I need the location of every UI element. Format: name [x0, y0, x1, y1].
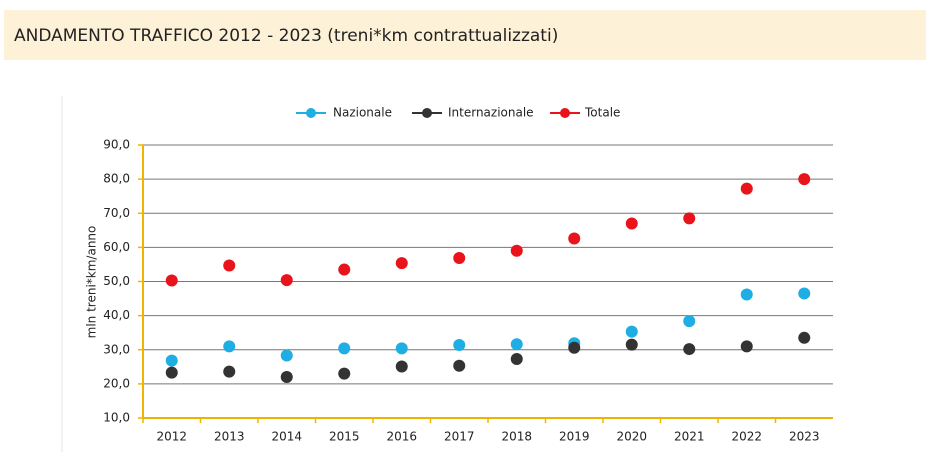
y-tick-label: 60,0 — [103, 240, 130, 254]
y-axis-label: mln treni*km/anno — [85, 226, 99, 339]
y-tick-label: 40,0 — [103, 308, 130, 322]
x-tick-label: 2023 — [789, 430, 820, 444]
y-tick-label: 90,0 — [103, 138, 130, 152]
legend-label: Nazionale — [333, 106, 392, 120]
data-point — [453, 359, 466, 372]
data-point — [798, 331, 811, 344]
data-point — [280, 349, 293, 362]
data-point — [395, 257, 408, 270]
data-point — [740, 288, 753, 301]
data-point — [568, 341, 581, 354]
data-point — [165, 274, 178, 287]
x-tick-label: 2022 — [731, 430, 762, 444]
data-point — [683, 343, 696, 356]
data-point — [223, 340, 236, 353]
data-point — [453, 338, 466, 351]
x-tick-label: 2014 — [271, 430, 302, 444]
legend-label: Internazionale — [448, 106, 534, 120]
x-tick-label: 2016 — [386, 430, 417, 444]
y-tick-label: 70,0 — [103, 206, 130, 220]
data-point — [395, 360, 408, 373]
data-point — [798, 287, 811, 300]
data-point — [510, 244, 523, 257]
legend-marker — [306, 108, 316, 118]
data-point — [280, 371, 293, 384]
x-tick-label: 2018 — [501, 430, 532, 444]
data-point — [338, 342, 351, 355]
data-point — [453, 251, 466, 264]
y-tick-label: 10,0 — [103, 411, 130, 425]
y-tick-label: 50,0 — [103, 274, 130, 288]
data-point — [280, 274, 293, 287]
data-point — [395, 342, 408, 355]
data-point — [223, 259, 236, 272]
data-point — [683, 315, 696, 328]
data-point — [683, 212, 696, 225]
data-point — [223, 365, 236, 378]
legend-marker — [422, 108, 432, 118]
x-tick-label: 2021 — [674, 430, 705, 444]
x-tick-label: 2020 — [616, 430, 647, 444]
data-point — [510, 338, 523, 351]
x-tick-label: 2012 — [156, 430, 187, 444]
data-point — [625, 217, 638, 230]
data-point — [798, 173, 811, 186]
x-tick-label: 2015 — [329, 430, 360, 444]
data-point — [625, 338, 638, 351]
chart-title: ANDAMENTO TRAFFICO 2012 - 2023 (treni*km… — [14, 26, 558, 46]
data-point — [740, 340, 753, 353]
data-point — [165, 354, 178, 367]
data-point — [625, 325, 638, 338]
legend-marker — [560, 108, 570, 118]
title-banner — [4, 10, 926, 60]
data-point — [740, 182, 753, 195]
y-tick-label: 80,0 — [103, 172, 130, 186]
y-tick-label: 20,0 — [103, 376, 130, 390]
y-tick-label: 30,0 — [103, 342, 130, 356]
x-tick-label: 2013 — [214, 430, 245, 444]
x-tick-label: 2019 — [559, 430, 590, 444]
data-point — [338, 263, 351, 276]
data-point — [510, 352, 523, 365]
data-point — [165, 366, 178, 379]
x-tick-label: 2017 — [444, 430, 475, 444]
data-point — [338, 367, 351, 380]
legend-label: Totale — [584, 106, 620, 120]
data-point — [568, 232, 581, 245]
